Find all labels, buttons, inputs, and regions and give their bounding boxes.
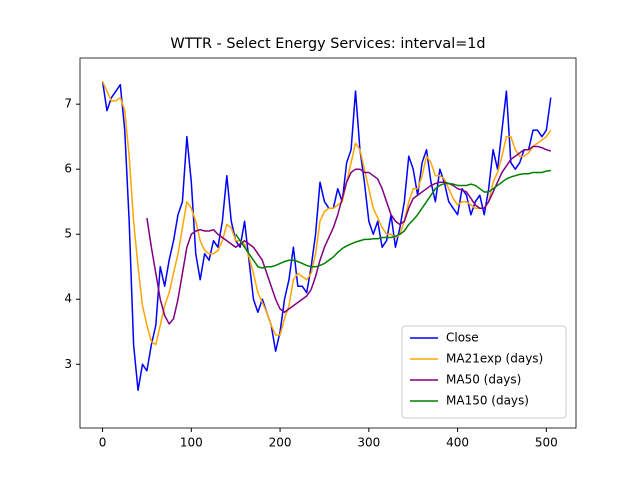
- x-tick-label: 400: [446, 436, 469, 450]
- series-line: [101, 81, 552, 346]
- x-tick-label: 300: [357, 436, 380, 450]
- chart-title: WTTR - Select Energy Services: interval=…: [170, 36, 485, 52]
- legend-label: MA50 (days): [446, 373, 521, 387]
- x-tick-label: 200: [269, 436, 292, 450]
- y-tick-label: 5: [64, 227, 72, 241]
- series-line: [146, 145, 552, 325]
- plot-frame: [79, 57, 577, 429]
- y-tick-label: 4: [64, 292, 72, 306]
- y-tick-label: 7: [64, 97, 72, 111]
- series-line: [101, 81, 552, 392]
- legend-label: MA150 (days): [446, 394, 529, 408]
- y-tick-label: 3: [64, 357, 72, 371]
- series-line: [235, 169, 551, 269]
- y-tick-label: 6: [64, 162, 72, 176]
- legend-label: MA21exp (days): [446, 352, 543, 366]
- legend-label: Close: [446, 331, 479, 345]
- legend-box: [401, 325, 567, 419]
- x-tick-label: 100: [180, 436, 203, 450]
- x-tick-label: 0: [99, 436, 107, 450]
- x-tick-label: 500: [535, 436, 558, 450]
